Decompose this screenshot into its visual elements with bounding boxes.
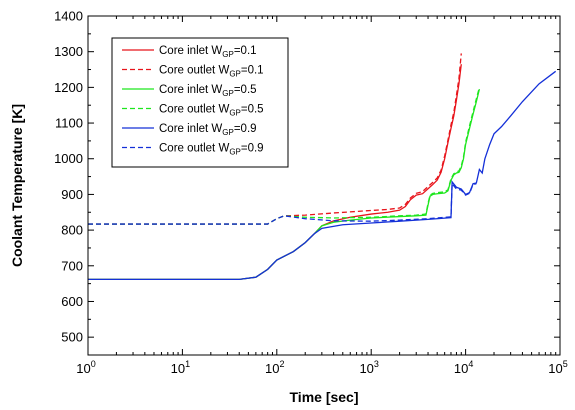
series-line-5 <box>88 70 557 280</box>
x-tick-label: 103 <box>359 359 378 376</box>
legend-label-3: Core inlet WGP=0.5 <box>159 84 257 98</box>
series-line-2 <box>88 53 462 225</box>
y-tick-label: 1000 <box>54 151 83 166</box>
legend-label-5: Core inlet WGP=0.9 <box>159 123 257 137</box>
series-line-4 <box>88 87 481 225</box>
legend-box <box>111 37 289 168</box>
legend-label-2: Core outlet WGP=0.1 <box>159 65 264 79</box>
y-tick-label: 1400 <box>54 9 83 24</box>
legend-label-6: Core outlet WGP=0.9 <box>159 143 264 157</box>
series-line-6 <box>88 181 477 225</box>
y-tick-label: 800 <box>61 223 83 238</box>
x-tick-label: 101 <box>171 359 190 376</box>
y-tick-label: 1200 <box>54 80 83 95</box>
x-tick-label: 102 <box>265 359 284 376</box>
y-tick-label: 1300 <box>54 44 83 59</box>
tick-labels: 100 101 102 103 104 105 500 600 700 800 900 1000 110… <box>54 9 568 377</box>
series-layer <box>88 53 557 280</box>
x-tick-label: 100 <box>76 359 95 376</box>
y-tick-label: 1100 <box>55 116 83 131</box>
y-axis-title: Coolant Temperature [K] <box>9 104 25 267</box>
x-tick-label: 105 <box>548 359 567 376</box>
legend-label-4: Core outlet WGP=0.5 <box>159 104 264 118</box>
x-axis-title: Time [sec] <box>290 389 359 405</box>
legend: Core inlet WGP=0.1 Core outlet WGP=0.1 Cor… <box>111 37 289 168</box>
y-tick-label: 500 <box>61 330 83 345</box>
y-tick-label: 900 <box>61 187 83 202</box>
x-tick-label: 104 <box>454 359 473 376</box>
legend-label-1: Core inlet WGP=0.1 <box>159 45 257 59</box>
y-tick-label: 700 <box>61 258 83 273</box>
plot-frame <box>87 15 561 356</box>
y-tick-label: 600 <box>61 294 83 309</box>
